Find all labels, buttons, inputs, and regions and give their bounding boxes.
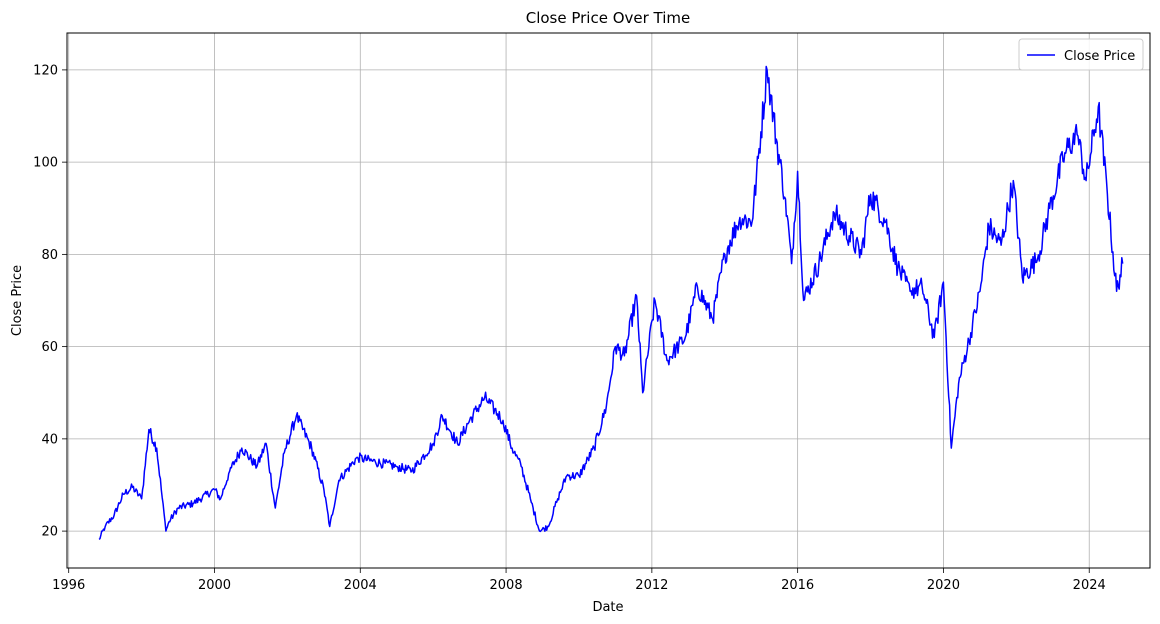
legend-label: Close Price <box>1064 49 1135 64</box>
x-tick-label: 2000 <box>198 578 231 593</box>
x-tick-label: 2004 <box>344 578 377 593</box>
x-axis-ticks: 1996 2000 2004 2008 2012 2016 2020 2024 <box>52 568 1106 593</box>
y-axis-ticks: 20 40 60 80 100 120 <box>33 63 67 540</box>
y-tick-label: 40 <box>41 432 58 447</box>
y-tick-label: 80 <box>41 248 58 263</box>
y-tick-label: 120 <box>33 63 58 78</box>
x-tick-label: 2020 <box>927 578 960 593</box>
x-tick-label: 2016 <box>781 578 814 593</box>
y-tick-label: 100 <box>33 156 58 171</box>
legend: Close Price <box>1018 38 1144 71</box>
x-tick-label: 1996 <box>52 578 85 593</box>
y-tick-label: 20 <box>41 525 58 540</box>
x-tick-label: 2024 <box>1073 578 1106 593</box>
grid-lines <box>67 33 1150 568</box>
x-axis-label: Date <box>592 600 623 615</box>
y-tick-label: 60 <box>41 340 58 355</box>
x-tick-label: 2008 <box>490 578 523 593</box>
legend-box <box>1018 38 1144 71</box>
plot-frame <box>66 32 1151 569</box>
series-lines <box>98 65 1124 540</box>
x-tick-label: 2012 <box>635 578 668 593</box>
series-line-close-price <box>98 65 1124 540</box>
y-axis-label: Close Price <box>10 265 25 336</box>
chart-title: Close Price Over Time <box>526 9 691 27</box>
